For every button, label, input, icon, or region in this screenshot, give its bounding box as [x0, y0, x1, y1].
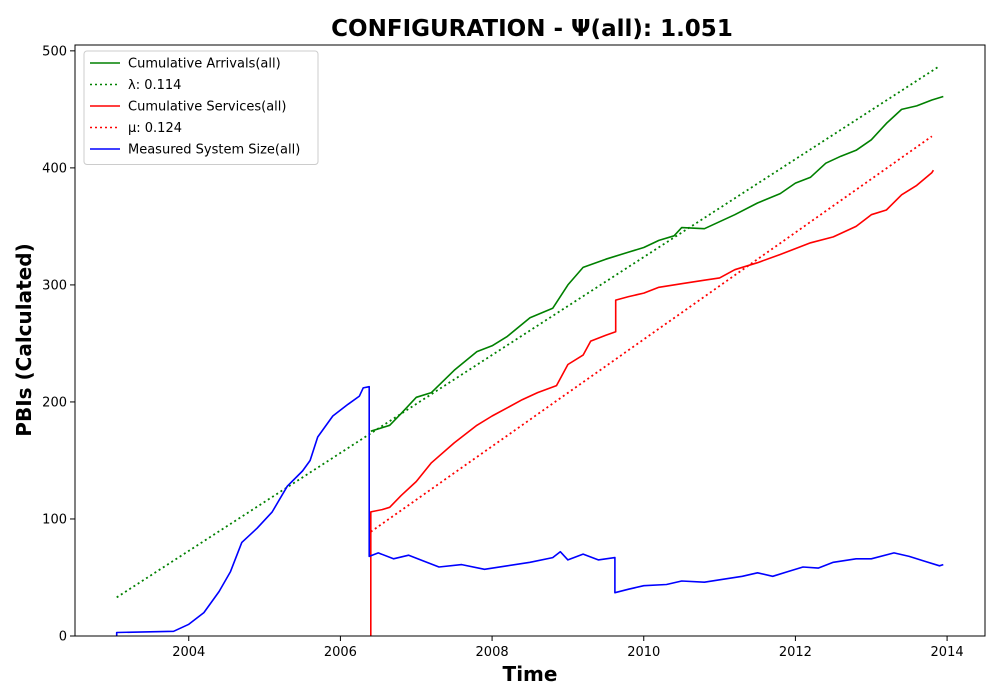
- chart-title: CONFIGURATION - Ψ(all): 1.051: [331, 16, 733, 42]
- legend-label-0: Cumulative Arrivals(all): [128, 57, 281, 72]
- x-tick-label: 2012: [779, 645, 812, 660]
- series-line-2: [370, 169, 935, 636]
- legend-label-3: μ: 0.124: [128, 121, 182, 136]
- series-line-0: [370, 95, 944, 432]
- series-line-4: [115, 385, 944, 636]
- y-tick-label: 400: [42, 161, 67, 176]
- legend-label-1: λ: 0.114: [128, 78, 181, 93]
- legend-box: [83, 50, 319, 165]
- y-tick-label: 300: [42, 278, 67, 293]
- x-tick-label: 2014: [931, 645, 964, 660]
- x-tick-label: 2004: [172, 645, 205, 660]
- y-tick-label: 200: [42, 395, 67, 410]
- plot-frame: [74, 44, 986, 637]
- y-tick-label: 100: [42, 512, 67, 527]
- legend-label-2: Cumulative Services(all): [128, 100, 286, 115]
- x-axis-label: Time: [503, 662, 558, 686]
- plot-area: 2004 2006 2008 2010 2012 2014 0 100 200 300 400 500: [42, 44, 986, 660]
- legend: Cumulative Arrivals(all) λ: 0.114 Cumulati…: [83, 50, 319, 165]
- x-tick-label: 2010: [627, 645, 660, 660]
- legend-label-4: Measured System Size(all): [128, 143, 300, 158]
- y-tick-label: 500: [42, 44, 67, 59]
- y-axis-label: PBIs (Calculated): [12, 243, 36, 436]
- x-tick-label: 2008: [476, 645, 509, 660]
- series-line-1: [116, 65, 940, 599]
- y-tick-label: 0: [59, 630, 67, 645]
- series-group: [115, 65, 944, 636]
- series-line-3: [370, 135, 933, 533]
- x-tick-label: 2006: [324, 645, 357, 660]
